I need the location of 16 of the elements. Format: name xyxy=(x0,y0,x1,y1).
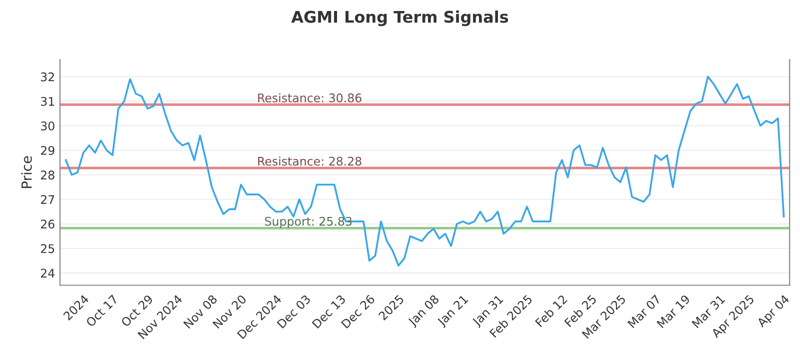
y-tick-label: 29 xyxy=(40,146,54,155)
y-tick-label: 31 xyxy=(41,96,54,106)
ref-line-label: Resistance: 28.28 xyxy=(258,156,362,166)
y-axis-title: Price xyxy=(21,156,32,188)
y-tick-label: 32 xyxy=(41,72,54,82)
y-tick-label: 25 xyxy=(40,244,54,254)
ref-line-label: Support: 25.83 xyxy=(265,216,352,228)
y-tick-label: 27 xyxy=(40,195,54,204)
y-tick-label: 30 xyxy=(41,121,54,130)
x-tick-label: Apr 04 xyxy=(756,294,792,330)
ref-line-label: Resistance: 30.86 xyxy=(258,93,362,102)
chart-title: AGMI Long Term Signals xyxy=(291,10,508,26)
y-tick-label: 24 xyxy=(40,268,54,278)
line-series xyxy=(64,76,785,267)
y-tick-label: 28 xyxy=(40,170,54,180)
y-tick-label: 26 xyxy=(40,220,54,229)
